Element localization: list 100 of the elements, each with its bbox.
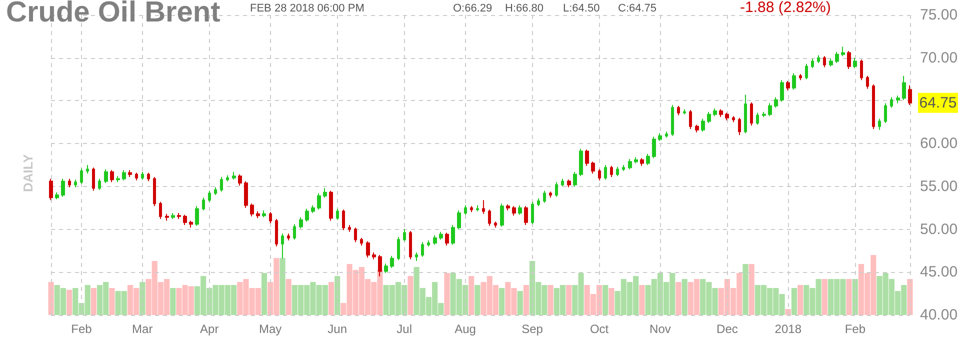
candlestick xyxy=(579,148,583,177)
candlestick xyxy=(866,75,869,90)
candlestick xyxy=(80,168,83,184)
candlestick xyxy=(506,204,510,211)
candlestick xyxy=(598,168,601,181)
y-tick-label: 40.00 xyxy=(920,306,958,324)
candlestick xyxy=(262,210,266,218)
candlestick xyxy=(768,102,772,117)
candlestick xyxy=(122,170,126,181)
candlestick xyxy=(847,50,851,70)
candlestick xyxy=(427,240,430,247)
bar xyxy=(408,276,414,315)
candlestick xyxy=(488,209,491,226)
candlestick xyxy=(360,237,363,246)
candlestick xyxy=(689,110,692,130)
candlestick xyxy=(713,108,717,117)
candlestick xyxy=(707,111,711,124)
candlestick xyxy=(49,178,53,201)
candlestick xyxy=(189,220,193,228)
y-tick-label: 50.00 xyxy=(920,220,958,238)
candlestick xyxy=(287,233,290,241)
candlestick xyxy=(256,210,260,219)
x-tick-label: Jun xyxy=(328,322,348,336)
candlestick xyxy=(555,182,558,198)
candlestick xyxy=(872,84,875,130)
candlestick xyxy=(86,164,89,174)
candlestick xyxy=(384,263,388,274)
bar xyxy=(170,288,176,315)
x-tick-label: Feb xyxy=(844,322,866,336)
candlestick xyxy=(744,94,747,134)
candlestick xyxy=(177,212,181,220)
candlestick xyxy=(305,208,309,222)
candlestick xyxy=(732,116,735,123)
candlestick xyxy=(786,80,790,91)
candlestick xyxy=(202,197,205,211)
candlestick xyxy=(701,118,705,132)
candlestick xyxy=(695,124,699,133)
candlestick xyxy=(311,204,315,214)
candlestick xyxy=(293,224,296,240)
candlestick xyxy=(104,168,108,184)
candlestick xyxy=(908,84,912,106)
bar xyxy=(328,282,334,315)
candlestick xyxy=(116,176,120,183)
candlestick xyxy=(366,240,370,258)
bar xyxy=(797,285,804,315)
x-tick-label: Sep xyxy=(522,322,544,336)
candlestick xyxy=(512,206,516,216)
candlestick xyxy=(756,112,759,126)
bar xyxy=(602,285,608,315)
candlestick xyxy=(561,178,564,187)
candlestick xyxy=(677,105,680,116)
candlestick xyxy=(147,172,150,182)
candlestick xyxy=(250,203,254,217)
candlestick xyxy=(805,63,808,80)
candlestick xyxy=(409,230,412,260)
candlestick xyxy=(884,102,887,124)
candlestick xyxy=(531,201,534,225)
bar xyxy=(566,285,572,315)
text: H:66.80 xyxy=(505,2,544,14)
bar xyxy=(474,285,480,315)
candlestick xyxy=(153,176,156,207)
candlestick xyxy=(823,56,826,68)
candlestick xyxy=(336,208,339,220)
chart-title: Crude Oil Brent xyxy=(6,0,221,28)
bar xyxy=(822,279,828,315)
bar xyxy=(748,264,754,315)
bar xyxy=(846,279,852,315)
candlestick xyxy=(841,46,845,57)
bar xyxy=(261,273,268,315)
candlestick xyxy=(616,166,619,177)
bar xyxy=(548,285,554,315)
candlestick xyxy=(299,216,303,229)
text: O:66.29 xyxy=(453,2,492,14)
bar xyxy=(280,258,286,315)
bar xyxy=(468,276,474,315)
candlestick xyxy=(195,206,199,226)
candlestick xyxy=(68,178,71,188)
candlestick xyxy=(329,190,333,222)
candlestick xyxy=(397,236,400,261)
bar xyxy=(109,288,115,315)
annotation: -1.88 (2.82%) xyxy=(740,0,831,16)
candlestick xyxy=(860,59,863,81)
candlestick xyxy=(226,174,229,182)
bar xyxy=(517,291,523,315)
candlestick xyxy=(354,227,357,243)
candlestick xyxy=(220,176,223,192)
candlestick xyxy=(652,136,656,159)
candlestick xyxy=(610,165,613,178)
y-tick-label: 75.00 xyxy=(920,6,958,24)
candlestick xyxy=(92,167,95,192)
candlestick xyxy=(549,191,552,198)
candlestick xyxy=(585,149,589,166)
candlestick xyxy=(799,74,802,81)
candlestick xyxy=(853,57,857,69)
candlestick xyxy=(890,96,893,108)
x-tick-label: Jul xyxy=(396,322,412,336)
candlestick xyxy=(835,51,839,64)
candlestick xyxy=(232,171,236,180)
candlestick xyxy=(634,156,638,164)
bar xyxy=(498,288,505,315)
